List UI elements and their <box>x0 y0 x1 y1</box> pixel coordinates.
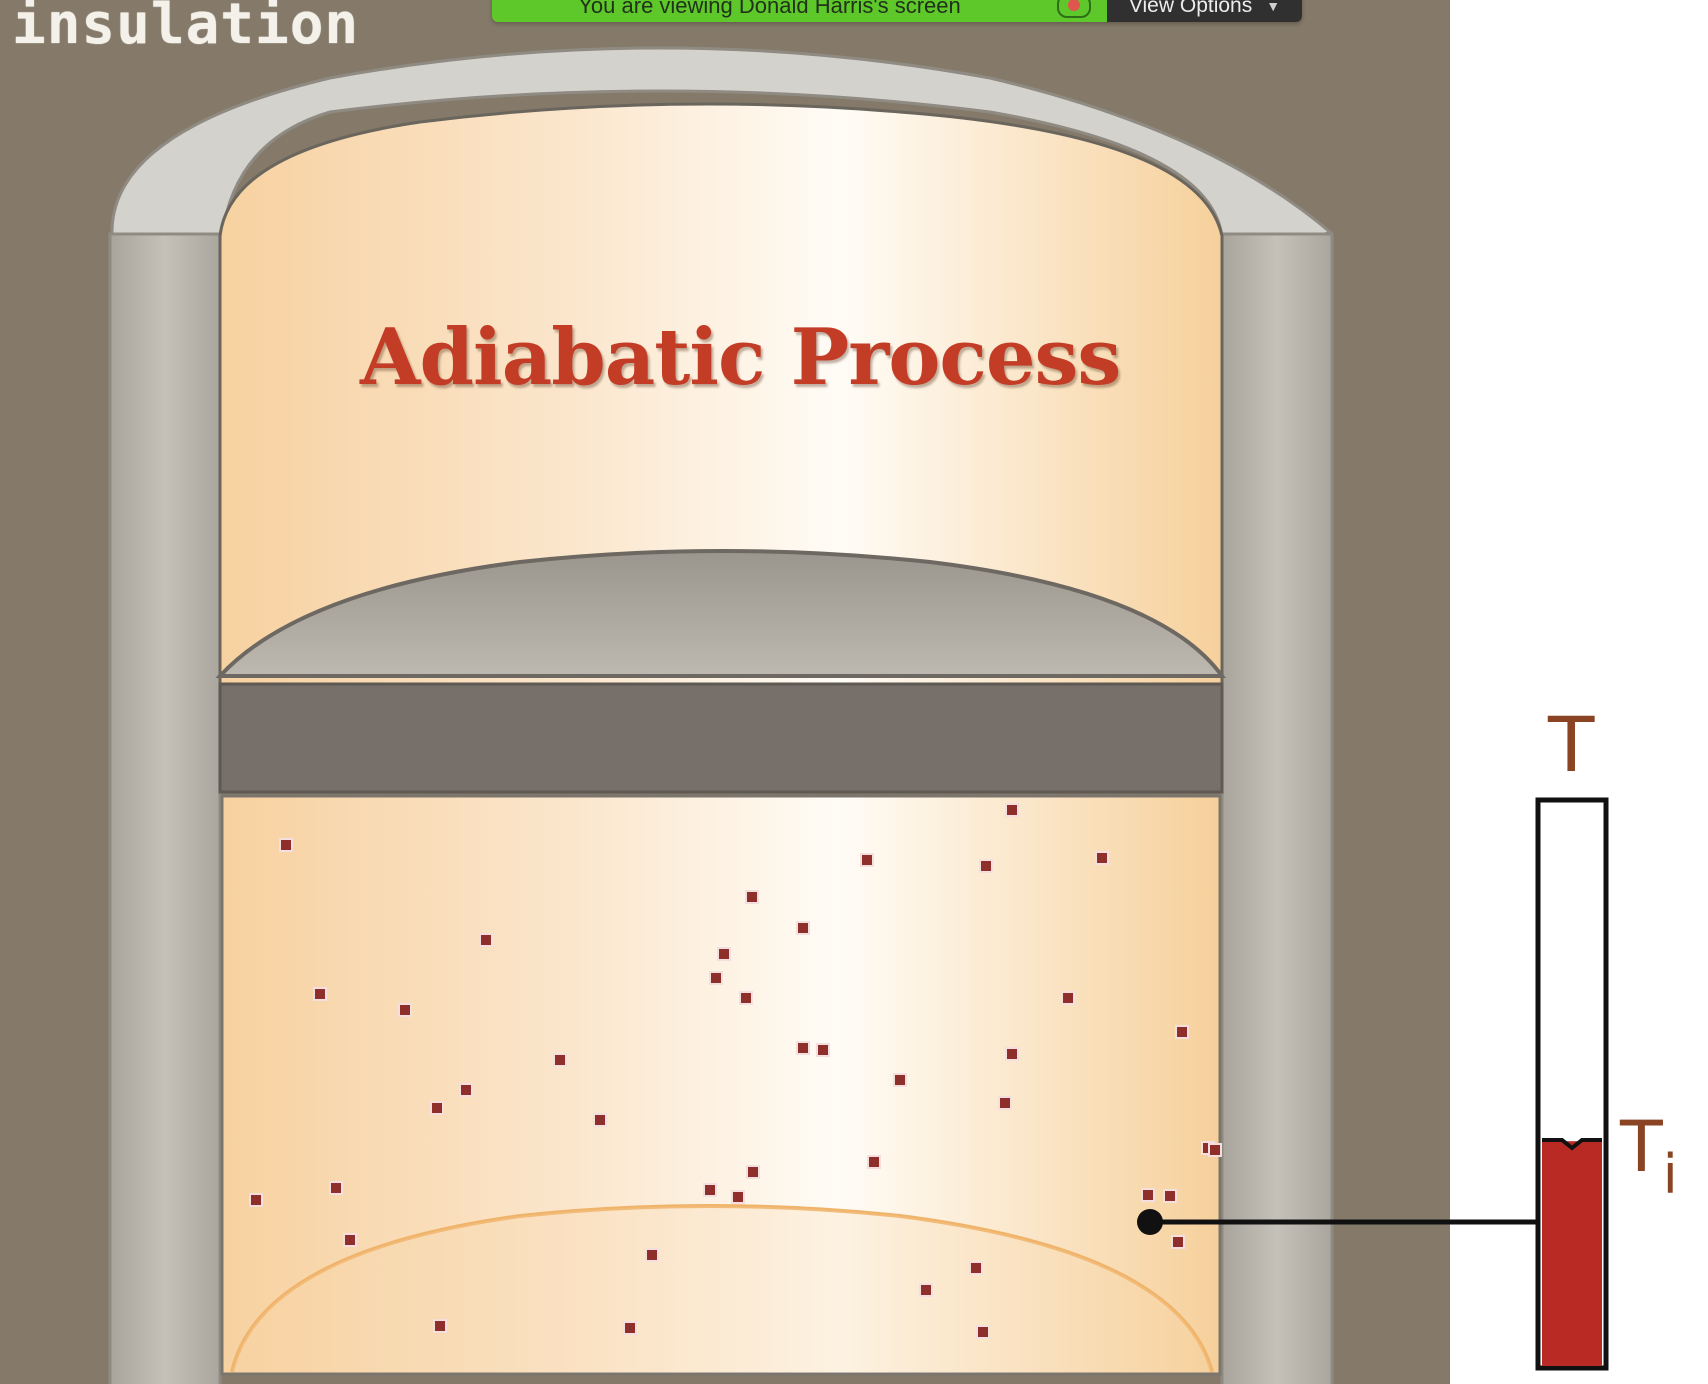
insulation-cap <box>110 46 1333 238</box>
gas-molecule <box>979 859 993 873</box>
gas-molecule <box>796 921 810 935</box>
adiabatic-diagram <box>108 46 1450 1384</box>
gas-molecule <box>860 853 874 867</box>
simulation-viewport: insulation You are viewing Donald Harris… <box>0 0 1450 1384</box>
gas-molecule <box>976 1325 990 1339</box>
gas-molecule <box>623 1321 637 1335</box>
gas-molecule <box>745 890 759 904</box>
gas-molecule <box>893 1073 907 1087</box>
gas-molecule <box>430 1101 444 1115</box>
initial-temperature-label: Ti <box>1620 1106 1678 1206</box>
gas-molecule <box>739 991 753 1005</box>
gas-molecule <box>479 933 493 947</box>
initial-temperature-subscript: i <box>1662 1143 1678 1206</box>
piston-cap <box>215 549 1226 678</box>
gas-chamber <box>220 794 1222 1376</box>
gas-molecule <box>1005 1047 1019 1061</box>
screen-share-bar: You are viewing Donald Harris's screen V… <box>492 0 1302 22</box>
upper-chamber <box>218 102 1224 692</box>
gas-molecule <box>1005 803 1019 817</box>
gas-molecule <box>433 1319 447 1333</box>
gas-molecule <box>1208 1143 1222 1157</box>
gas-molecule <box>329 1181 343 1195</box>
gas-molecule <box>1095 851 1109 865</box>
gas-molecule <box>919 1283 933 1297</box>
gas-molecule <box>1163 1189 1177 1203</box>
piston[interactable] <box>218 682 1224 794</box>
gas-molecule <box>553 1053 567 1067</box>
view-options-button[interactable]: View Options ▼ <box>1107 0 1302 22</box>
diagram-title: Adiabatic Process <box>360 312 1121 403</box>
chevron-down-icon: ▼ <box>1266 0 1281 14</box>
share-status-text: You are viewing Donald Harris's screen <box>578 0 961 18</box>
share-status-banner: You are viewing Donald Harris's screen <box>492 0 1107 22</box>
thermometer-fill <box>1542 1141 1602 1366</box>
gas-molecule <box>746 1165 760 1179</box>
view-options-label: View Options <box>1128 0 1253 17</box>
gas-molecule <box>816 1043 830 1057</box>
chamber-bottom-arc <box>230 1204 1214 1373</box>
share-indicator-icon[interactable] <box>1057 0 1091 18</box>
gas-molecule <box>593 1113 607 1127</box>
thermometer-meniscus <box>1542 1138 1602 1151</box>
gas-molecule <box>717 947 731 961</box>
gas-molecule <box>703 1183 717 1197</box>
gas-molecule <box>343 1233 357 1247</box>
gas-molecule <box>249 1193 263 1207</box>
gas-molecule <box>459 1083 473 1097</box>
gas-molecule <box>969 1261 983 1275</box>
insulation-wall-left <box>108 232 222 1384</box>
gas-molecule <box>998 1096 1012 1110</box>
gas-molecule <box>867 1155 881 1169</box>
insulation-wall-right <box>1220 232 1334 1384</box>
gas-molecule <box>796 1041 810 1055</box>
gas-molecules <box>249 803 1222 1339</box>
gas-molecule <box>1171 1235 1185 1249</box>
gas-molecule <box>1141 1188 1155 1202</box>
gas-molecule <box>645 1248 659 1262</box>
thermometer-panel <box>1450 797 1609 1371</box>
gas-molecule <box>1175 1025 1189 1039</box>
gas-molecule <box>313 987 327 1001</box>
gas-molecule <box>279 838 293 852</box>
gas-molecule <box>709 971 723 985</box>
probe-tip <box>1137 1209 1163 1235</box>
gas-molecule <box>398 1003 412 1017</box>
gas-molecule <box>1061 991 1075 1005</box>
insulation-label: insulation <box>12 0 360 57</box>
thermometer-label: T <box>1548 700 1595 789</box>
gas-molecule <box>731 1190 745 1204</box>
initial-temperature-symbol: T <box>1620 1106 1663 1188</box>
